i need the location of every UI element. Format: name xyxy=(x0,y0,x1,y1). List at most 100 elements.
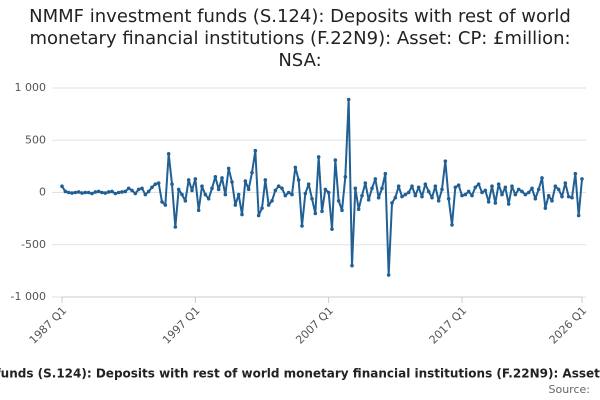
data-point xyxy=(73,190,78,195)
data-point xyxy=(166,152,171,156)
data-point xyxy=(173,225,178,229)
data-point xyxy=(483,188,488,193)
data-point xyxy=(416,185,421,190)
data-point xyxy=(140,186,144,191)
data-point xyxy=(506,202,511,206)
data-point xyxy=(63,189,68,194)
data-point xyxy=(353,186,358,191)
data-point xyxy=(556,187,561,192)
data-point xyxy=(553,184,558,189)
data-point xyxy=(180,192,184,197)
data-point xyxy=(286,190,291,195)
data-point xyxy=(233,203,238,207)
data-point xyxy=(163,203,168,207)
data-point xyxy=(60,184,64,189)
data-point xyxy=(126,186,131,191)
x-tick-label: 2007 Q1 xyxy=(293,304,336,347)
data-point xyxy=(356,207,361,212)
data-point xyxy=(493,201,498,205)
data-point xyxy=(323,187,328,192)
data-point xyxy=(266,203,271,207)
data-point xyxy=(340,208,344,213)
data-point xyxy=(150,185,154,190)
data-point xyxy=(303,191,308,196)
data-point xyxy=(240,212,244,217)
data-point xyxy=(346,97,351,102)
data-point xyxy=(550,199,554,203)
data-point xyxy=(136,187,141,192)
data-point xyxy=(290,192,294,197)
data-point xyxy=(223,192,228,197)
data-point xyxy=(80,191,84,195)
data-point xyxy=(436,199,441,203)
chart-title: NMMF investment funds (S.124): Deposits … xyxy=(29,6,571,71)
data-point xyxy=(183,199,188,203)
data-point xyxy=(226,166,231,171)
y-tick-label: 1 000 xyxy=(15,81,47,94)
data-point xyxy=(543,206,548,210)
data-point xyxy=(283,193,288,198)
data-point xyxy=(456,183,461,187)
data-point xyxy=(446,196,451,201)
data-point xyxy=(243,179,248,183)
data-point xyxy=(463,192,468,197)
data-point xyxy=(413,193,418,198)
data-point xyxy=(433,184,438,189)
data-point xyxy=(230,180,234,184)
data-point xyxy=(250,170,254,175)
data-point xyxy=(220,176,224,180)
data-point xyxy=(236,192,241,197)
data-point xyxy=(336,199,341,203)
data-point xyxy=(533,196,538,201)
data-point xyxy=(76,190,81,194)
data-point xyxy=(523,192,528,197)
data-point xyxy=(116,190,121,195)
data-point xyxy=(540,176,544,180)
data-point xyxy=(256,213,261,218)
data-point xyxy=(430,195,434,200)
data-point xyxy=(170,182,174,186)
data-point xyxy=(300,224,304,228)
data-point xyxy=(293,165,298,170)
data-point xyxy=(410,184,414,189)
data-point xyxy=(320,209,324,214)
data-point xyxy=(500,192,504,197)
data-point xyxy=(423,182,428,186)
data-point xyxy=(93,190,98,194)
data-point xyxy=(390,201,394,205)
data-point xyxy=(206,196,211,201)
data-point xyxy=(200,184,204,189)
data-point xyxy=(366,198,371,202)
data-point xyxy=(426,189,431,194)
data-point xyxy=(270,199,274,203)
data-point xyxy=(576,213,581,218)
data-point xyxy=(396,184,401,189)
data-point xyxy=(496,182,501,186)
y-tick-label: -500 xyxy=(21,238,46,251)
data-point xyxy=(176,187,181,192)
data-point xyxy=(480,190,484,195)
data-point xyxy=(276,184,281,189)
source: Source: xyxy=(549,383,591,396)
data-point xyxy=(90,191,94,196)
data-point xyxy=(310,196,314,201)
data-point xyxy=(193,177,198,181)
data-point xyxy=(123,189,128,194)
data-point xyxy=(100,190,104,195)
data-point xyxy=(513,192,518,197)
data-point xyxy=(316,155,321,159)
data-point xyxy=(110,189,114,194)
data-point xyxy=(143,192,148,197)
y-tick-label: -1 000 xyxy=(11,290,46,303)
data-point xyxy=(470,193,474,198)
data-point xyxy=(160,200,164,204)
data-point xyxy=(460,193,464,198)
data-point xyxy=(473,185,478,190)
data-point xyxy=(213,175,218,179)
data-point xyxy=(383,171,388,176)
data-point xyxy=(530,186,534,191)
data-point xyxy=(343,175,348,179)
data-point xyxy=(330,227,334,231)
y-tick-label: 500 xyxy=(25,133,46,146)
